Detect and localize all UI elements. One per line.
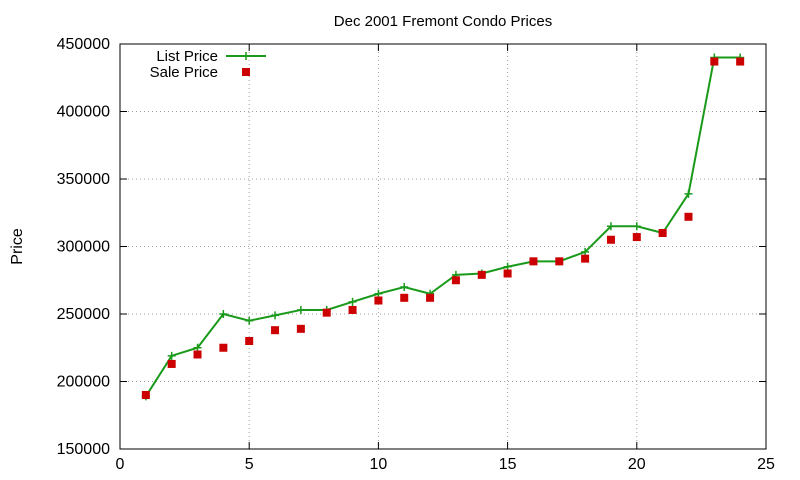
y-tick-label: 250000 [57,306,110,323]
y-tick-label: 300000 [57,239,110,256]
sale-price-point [193,350,202,359]
sale-price-legend-marker [242,68,250,76]
chart-title: Dec 2001 Fremont Condo Prices [334,13,552,30]
sale-price-point [581,254,590,263]
sale-price-point [167,359,176,368]
list-price-point [245,316,254,325]
x-tick-label: 10 [370,456,388,473]
sale-price-point [710,57,719,66]
list-price-point [503,262,512,271]
y-tick-label: 150000 [57,441,110,458]
list-price-point [400,283,409,291]
list-price-point [271,311,280,320]
sale-price-point [632,233,641,242]
sale-price-point [529,257,538,266]
sale-price-point [374,296,383,305]
list-price-point [632,222,641,231]
y-tick-label: 450000 [57,36,110,53]
x-tick-label: 25 [757,456,775,473]
list-price-legend-marker [242,52,250,60]
x-tick-label: 5 [245,456,254,473]
sale-price-point [245,337,254,345]
list-price-point [684,189,693,198]
list-price-point [374,289,383,298]
sale-price-point [219,343,228,352]
sale-price-point [426,293,435,302]
list-price-point [606,222,615,231]
axis-ticks: 0 5 10 15 20 25 150000 200000 250000 300000 350000… [57,36,775,473]
y-tick-label: 200000 [57,374,110,391]
list-price-point [167,351,176,360]
y-tick-label: 350000 [57,171,110,188]
x-tick-label: 0 [116,456,125,473]
sale-price-point [348,305,357,314]
sale-price-point [736,57,745,66]
y-tick-label: 400000 [57,104,110,121]
sale-price-point [503,269,512,278]
sale-price-point [141,391,150,399]
list-price-point [193,343,202,352]
sale-price-point [322,308,331,317]
sale-price-point [658,229,667,237]
list-price-point [581,247,590,256]
sale-price-point [451,276,460,285]
list-price-point [348,297,357,306]
y-axis-label: Price [9,228,26,265]
list-price-point [296,305,305,314]
sale-price-point [400,293,409,302]
x-tick-label: 15 [499,456,517,473]
sale-price-point [555,257,564,266]
sale-price-legend-label: Sale Price [150,64,218,81]
list-price-point [219,310,228,318]
list-price-legend-label: List Price [156,48,218,65]
list-price-series [141,53,745,401]
list-price-line [144,56,741,397]
grid [120,44,766,449]
sale-price-point [271,326,280,335]
sale-price-point [296,324,305,333]
series [141,53,745,401]
x-tick-label: 20 [628,456,646,473]
sale-price-series [141,57,745,399]
sale-price-point [684,212,693,221]
sale-price-point [477,270,486,279]
sale-price-point [606,235,615,244]
